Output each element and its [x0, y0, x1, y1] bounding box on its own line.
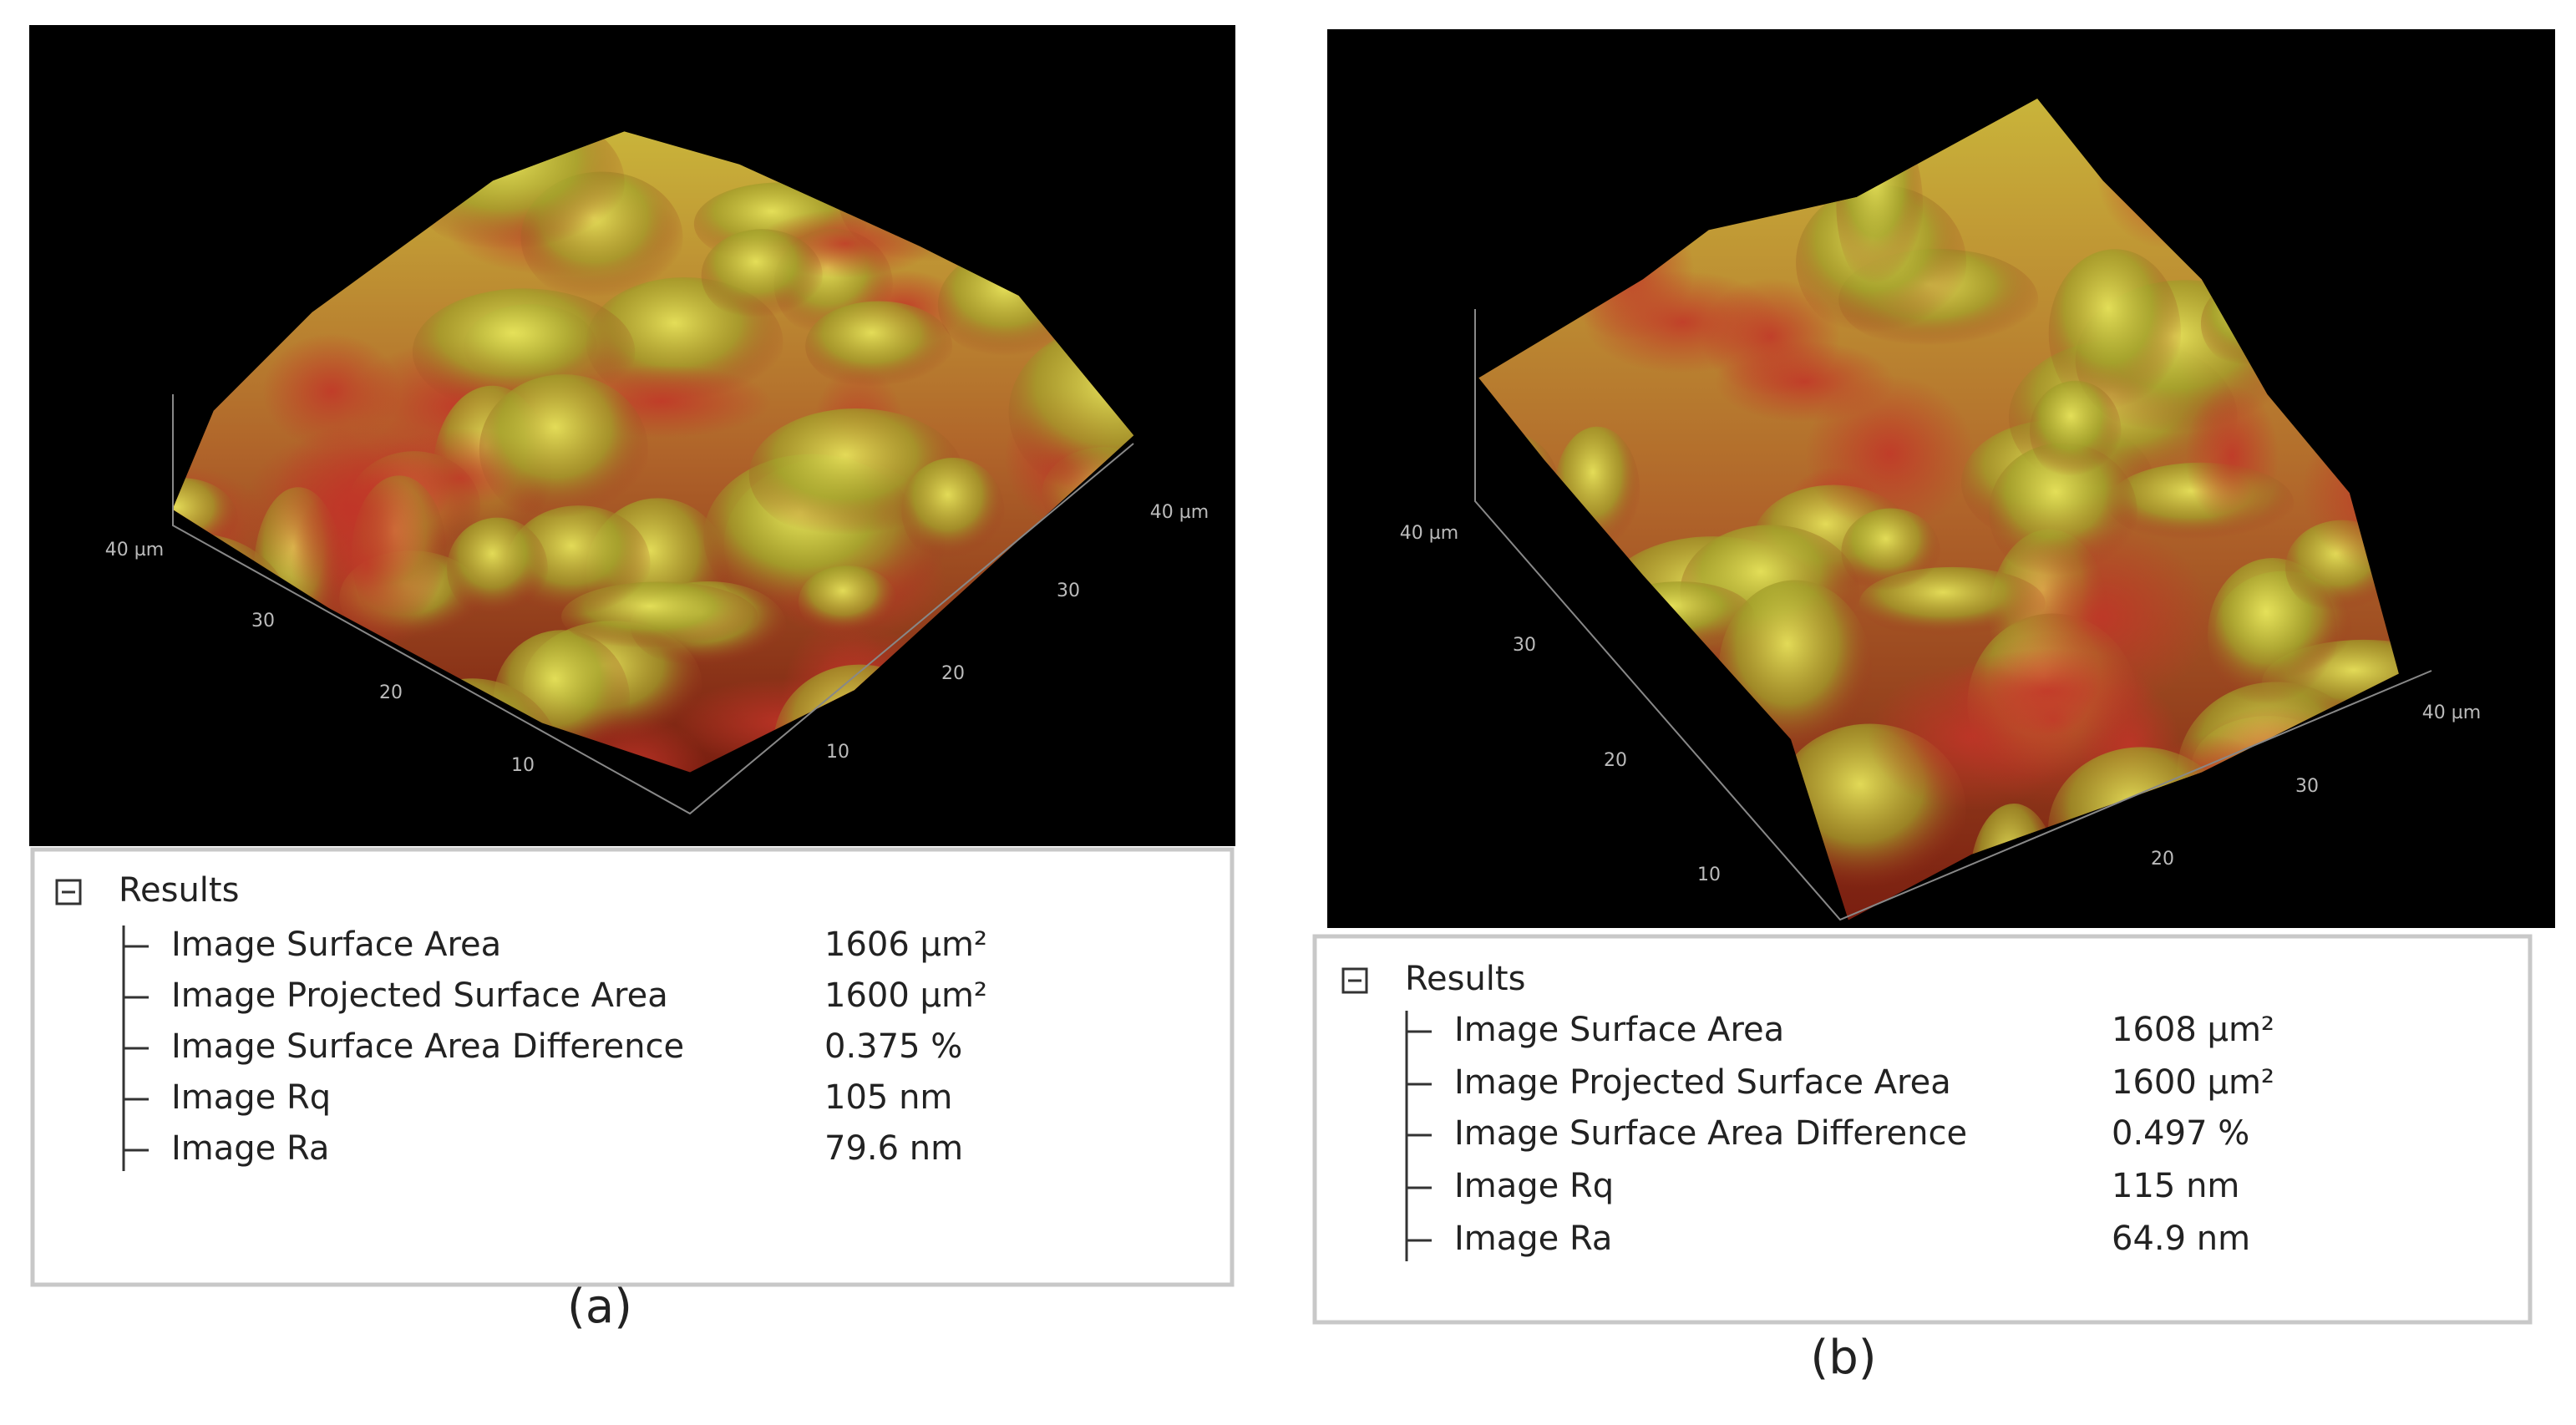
surface-pit: [1583, 271, 1782, 374]
axis-label: 30: [2295, 776, 2319, 797]
result-label: Image Surface Area Difference: [1454, 1114, 1967, 1153]
afm-panel: 40 µm 30 20 10 20 30 40 µm Results Image Surface…: [1312, 29, 2555, 1385]
surface-bump: [507, 505, 651, 621]
result-label: Image Ra: [1454, 1220, 1612, 1258]
axis-label: 20: [379, 682, 403, 703]
afm-panel: 40 µm 30 20 10 10 20 30 40 µm Results Image Surfa…: [29, 25, 1235, 1334]
result-label: Image Projected Surface Area: [171, 976, 668, 1015]
surface-bump: [479, 374, 648, 526]
surface-pit: [2185, 385, 2279, 526]
axis-label: 40 µm: [1150, 502, 1209, 523]
surface-bump: [2029, 380, 2122, 481]
axis-lines: [172, 394, 1134, 815]
result-value: 1606 µm²: [824, 925, 987, 964]
surface-bump: [701, 229, 823, 322]
result-label: Image Surface Area: [1454, 1011, 1784, 1049]
axis-label: 30: [1057, 581, 1080, 601]
axis-label: 10: [1697, 865, 1721, 885]
results-title: Results: [1405, 960, 1525, 998]
result-label: Image Surface Area Difference: [171, 1027, 684, 1066]
result-label: Image Surface Area: [171, 925, 501, 964]
result-label: Image Projected Surface Area: [1454, 1063, 1951, 1102]
surface-pit: [1939, 648, 2157, 734]
result-value: 0.497 %: [2112, 1114, 2249, 1153]
surface-bump: [1841, 508, 1940, 596]
result-value: 1600 µm²: [824, 976, 987, 1015]
results-panel: [30, 847, 1235, 1287]
axis-label: 40 µm: [2422, 702, 2481, 723]
results-title: Results: [119, 871, 239, 910]
axis-label: 20: [1604, 750, 1627, 771]
axis-label: 30: [251, 611, 275, 631]
result-value: 1608 µm²: [2112, 1011, 2274, 1049]
surface-bump: [447, 517, 548, 621]
surface-bump: [798, 565, 897, 638]
result-value: 105 nm: [824, 1078, 952, 1117]
result-value: 64.9 nm: [2112, 1220, 2250, 1258]
result-value: 79.6 nm: [824, 1129, 963, 1168]
result-value: 0.375 %: [824, 1027, 962, 1066]
result-value: 1600 µm²: [2112, 1063, 2274, 1102]
caption: (b): [1810, 1331, 1876, 1385]
axis-lines: [1474, 309, 2432, 921]
axis-label: 20: [2151, 849, 2174, 870]
axis-label: 40 µm: [105, 540, 164, 560]
result-label: Image Rq: [171, 1078, 331, 1117]
axis-label: 10: [826, 742, 849, 763]
surface-pit: [243, 427, 463, 591]
result-label: Image Rq: [1454, 1167, 1614, 1205]
surface-bump: [901, 457, 1005, 564]
surface-pit: [1805, 374, 1975, 533]
caption: (a): [567, 1280, 632, 1334]
surface-bump: [2048, 249, 2182, 418]
axis-label: 20: [941, 663, 965, 684]
results-panel: [1312, 934, 2533, 1325]
axis-label: 30: [1513, 635, 1536, 656]
result-label: Image Ra: [171, 1129, 329, 1168]
axis-label: 10: [511, 755, 535, 776]
axis-label: 40 µm: [1400, 523, 1458, 544]
result-value: 115 nm: [2112, 1167, 2239, 1205]
surface-bump: [805, 301, 953, 392]
